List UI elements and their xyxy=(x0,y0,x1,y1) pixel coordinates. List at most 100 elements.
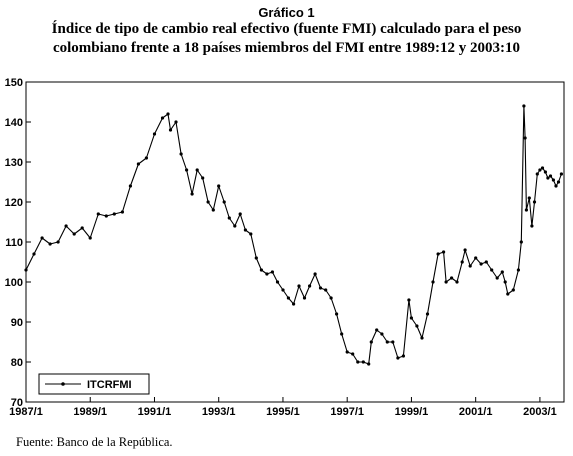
data-point xyxy=(211,208,215,212)
data-point xyxy=(270,270,274,274)
data-point xyxy=(112,212,116,216)
data-point xyxy=(554,184,558,188)
data-point xyxy=(185,168,189,172)
data-point xyxy=(495,276,499,280)
data-point xyxy=(281,288,285,292)
data-point xyxy=(484,260,488,264)
x-tick-label: 1999/1 xyxy=(395,406,429,418)
data-point xyxy=(227,216,231,220)
data-point xyxy=(195,168,199,172)
plot-series xyxy=(24,104,564,366)
data-point xyxy=(385,340,389,344)
legend-label: ITCRFMI xyxy=(87,379,132,391)
y-axis: 70 80 90 100 110 120 130 140 150 xyxy=(5,77,31,409)
data-point xyxy=(503,280,507,284)
data-point xyxy=(136,162,140,166)
data-point xyxy=(259,268,263,272)
data-point xyxy=(455,280,459,284)
figure-label: Gráfico 1 xyxy=(258,5,315,20)
data-point xyxy=(375,328,379,332)
y-tick-label: 110 xyxy=(5,237,23,249)
data-point xyxy=(409,316,413,320)
data-point xyxy=(442,250,446,254)
data-point xyxy=(324,288,328,292)
data-point xyxy=(559,172,564,176)
data-point xyxy=(450,276,454,280)
data-point xyxy=(308,284,312,288)
y-tick-label: 120 xyxy=(5,197,23,209)
data-point xyxy=(265,272,269,276)
data-point xyxy=(96,212,100,216)
chart-title-line-2: colombiano frente a 18 países miembros d… xyxy=(52,40,521,56)
data-point xyxy=(313,272,317,276)
plot-frame xyxy=(25,81,565,403)
data-point xyxy=(302,296,307,300)
data-point xyxy=(380,332,384,336)
data-point xyxy=(104,214,108,218)
data-point xyxy=(206,200,210,204)
x-tick-label: 1993/1 xyxy=(202,406,236,418)
x-tick-label: 1995/1 xyxy=(266,406,300,418)
y-tick-label: 70 xyxy=(11,397,23,409)
data-point xyxy=(556,180,561,184)
data-point xyxy=(40,236,44,240)
data-point xyxy=(523,136,527,140)
data-point xyxy=(120,210,124,214)
data-point xyxy=(524,208,529,212)
data-point xyxy=(340,332,344,336)
data-point xyxy=(532,200,537,204)
data-point xyxy=(546,176,550,180)
data-point xyxy=(431,280,435,284)
data-point xyxy=(468,264,472,268)
y-tick-label: 80 xyxy=(11,357,23,369)
data-point xyxy=(329,296,333,300)
data-point xyxy=(425,312,430,316)
data-point xyxy=(506,292,510,296)
data-point xyxy=(516,268,521,272)
y-tick-label: 140 xyxy=(5,117,23,129)
data-point xyxy=(292,302,296,306)
data-point xyxy=(391,340,395,344)
data-point xyxy=(32,252,36,256)
data-point xyxy=(286,296,290,300)
data-point xyxy=(64,224,68,228)
data-point xyxy=(522,104,526,108)
data-point xyxy=(460,260,464,264)
data-point xyxy=(254,256,258,260)
data-point xyxy=(160,116,165,120)
data-point xyxy=(356,360,360,364)
data-point xyxy=(345,350,349,354)
data-point xyxy=(56,240,60,244)
data-point xyxy=(128,184,132,188)
data-point xyxy=(166,112,170,116)
data-point xyxy=(511,288,515,292)
chart-title-line-1: Índice de tipo de cambio real efectivo (… xyxy=(51,21,522,37)
data-point xyxy=(190,192,194,196)
data-point xyxy=(444,280,448,284)
data-point xyxy=(490,268,494,272)
data-point xyxy=(500,270,504,274)
data-point xyxy=(367,362,371,366)
data-point xyxy=(361,360,365,364)
x-tick-label: 2003/1 xyxy=(523,406,557,418)
data-point xyxy=(335,312,339,316)
y-tick-label: 100 xyxy=(5,277,23,289)
data-point xyxy=(369,340,373,344)
data-point xyxy=(551,178,556,182)
data-point xyxy=(233,224,237,228)
data-point xyxy=(548,174,553,178)
data-point xyxy=(168,128,173,132)
data-point xyxy=(80,226,84,230)
x-tick-label: 1991/1 xyxy=(138,406,172,418)
data-point xyxy=(436,252,440,256)
data-point xyxy=(275,280,280,284)
data-point xyxy=(538,168,542,172)
data-point xyxy=(174,120,178,124)
data-point xyxy=(249,232,253,236)
legend-box xyxy=(38,373,150,395)
data-point xyxy=(88,236,92,240)
data-point xyxy=(401,354,405,358)
legend-marker xyxy=(61,382,65,386)
data-point xyxy=(540,166,545,170)
